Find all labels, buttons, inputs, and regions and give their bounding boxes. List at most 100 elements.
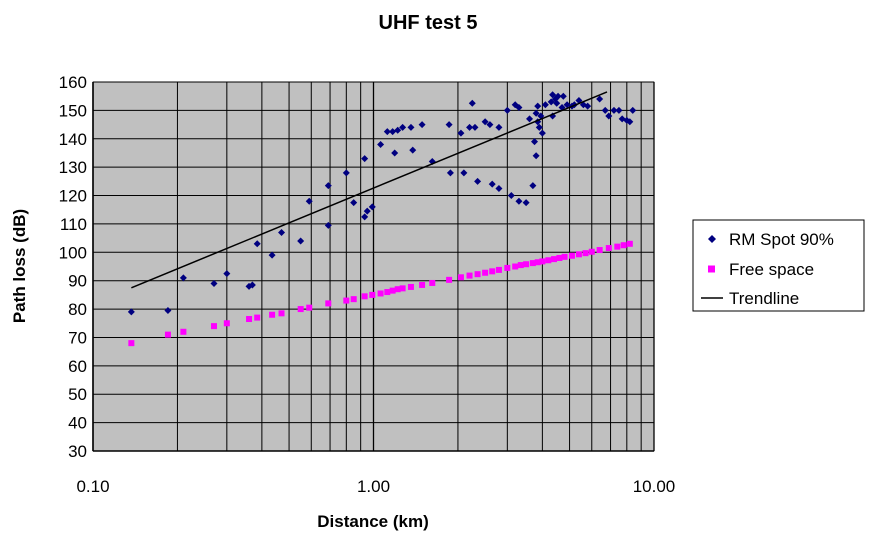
- data-point: [361, 155, 369, 163]
- data-point: [269, 311, 276, 318]
- data-point: [223, 270, 231, 278]
- x-axis-label: Distance (km): [317, 512, 428, 531]
- data-point: [605, 245, 612, 252]
- data-point: [457, 129, 465, 137]
- data-point: [457, 274, 464, 281]
- data-point: [254, 314, 261, 321]
- y-tick-label: 40: [68, 414, 87, 433]
- data-point: [391, 149, 399, 157]
- data-point: [529, 260, 536, 267]
- legend-label: RM Spot 90%: [729, 230, 834, 249]
- data-point: [179, 274, 187, 282]
- data-point: [515, 197, 523, 205]
- data-point: [547, 98, 555, 106]
- data-point: [389, 128, 397, 136]
- data-point: [605, 112, 613, 120]
- data-point: [377, 290, 384, 297]
- data-point: [399, 285, 406, 292]
- data-point: [575, 251, 582, 258]
- x-tick-labels: 0.10 1.00 10.00: [76, 477, 675, 496]
- data-point: [561, 253, 568, 260]
- y-tick-label: 90: [68, 272, 87, 291]
- data-point: [384, 289, 391, 296]
- data-point: [419, 281, 426, 288]
- data-point: [626, 240, 633, 247]
- data-point: [324, 221, 332, 229]
- data-point: [549, 91, 557, 99]
- data-point: [361, 213, 369, 221]
- series-trendline: [131, 91, 608, 289]
- data-point: [268, 251, 276, 259]
- data-point: [539, 258, 546, 265]
- data-point: [305, 197, 313, 205]
- data-point: [535, 123, 543, 131]
- data-point: [471, 123, 479, 131]
- data-point: [559, 92, 567, 100]
- data-point: [556, 254, 563, 261]
- data-point: [550, 256, 557, 263]
- data-point: [394, 286, 401, 293]
- y-tick-label: 100: [59, 243, 87, 262]
- chart-title: UHF test 5: [379, 12, 478, 34]
- y-tick-label: 60: [68, 357, 87, 376]
- data-point: [429, 279, 436, 286]
- data-point: [529, 182, 537, 190]
- data-point: [474, 271, 481, 278]
- data-point: [466, 123, 474, 131]
- data-point: [350, 296, 357, 303]
- y-tick-labels: 30 40 50 60 70 80 90 100 110 120 130 140 150 160: [59, 73, 87, 461]
- data-point: [399, 123, 407, 131]
- data-point: [531, 138, 539, 146]
- data-point: [369, 291, 376, 298]
- data-point: [584, 102, 592, 110]
- data-point: [523, 261, 530, 268]
- data-point: [474, 177, 482, 185]
- legend-marker-diamond: [708, 235, 716, 243]
- y-tick-label: 110: [60, 215, 87, 234]
- data-point: [343, 297, 350, 304]
- data-point: [615, 106, 623, 114]
- data-point: [517, 262, 524, 269]
- data-point: [297, 237, 305, 245]
- data-point: [278, 228, 286, 236]
- data-point: [515, 104, 523, 112]
- y-tick-label: 160: [59, 73, 87, 92]
- data-point: [626, 118, 634, 126]
- data-point: [418, 121, 426, 129]
- data-point: [620, 242, 627, 249]
- data-point: [468, 99, 476, 107]
- legend: RM Spot 90% Free space Trendline: [692, 219, 865, 312]
- legend-box: [692, 219, 865, 312]
- data-point: [582, 250, 589, 257]
- gridlines: [92, 81, 655, 452]
- data-point: [325, 300, 332, 307]
- data-point: [545, 257, 552, 264]
- data-point: [614, 243, 621, 250]
- data-point: [350, 199, 358, 207]
- data-point: [495, 266, 502, 273]
- data-point: [223, 320, 230, 327]
- data-point: [488, 180, 496, 188]
- data-point: [246, 316, 253, 323]
- data-point: [534, 102, 542, 110]
- data-point: [446, 169, 454, 177]
- legend-marker-square: [708, 265, 715, 273]
- y-axis-label: Path loss (dB): [10, 209, 29, 323]
- data-point: [164, 306, 172, 314]
- x-tick-label: 0.10: [76, 477, 109, 496]
- data-point: [489, 268, 496, 275]
- legend-label: Trendline: [729, 289, 799, 308]
- x-tick-label: 1.00: [357, 477, 390, 496]
- x-tick-label: 10.00: [633, 477, 676, 496]
- data-point: [538, 129, 546, 137]
- data-point: [507, 192, 515, 200]
- data-point: [495, 123, 503, 131]
- data-point: [180, 328, 187, 335]
- data-point: [389, 287, 396, 294]
- data-point: [297, 306, 304, 313]
- y-tick-label: 70: [68, 328, 87, 347]
- data-point: [460, 169, 468, 177]
- data-point: [361, 293, 368, 300]
- data-point: [253, 240, 261, 248]
